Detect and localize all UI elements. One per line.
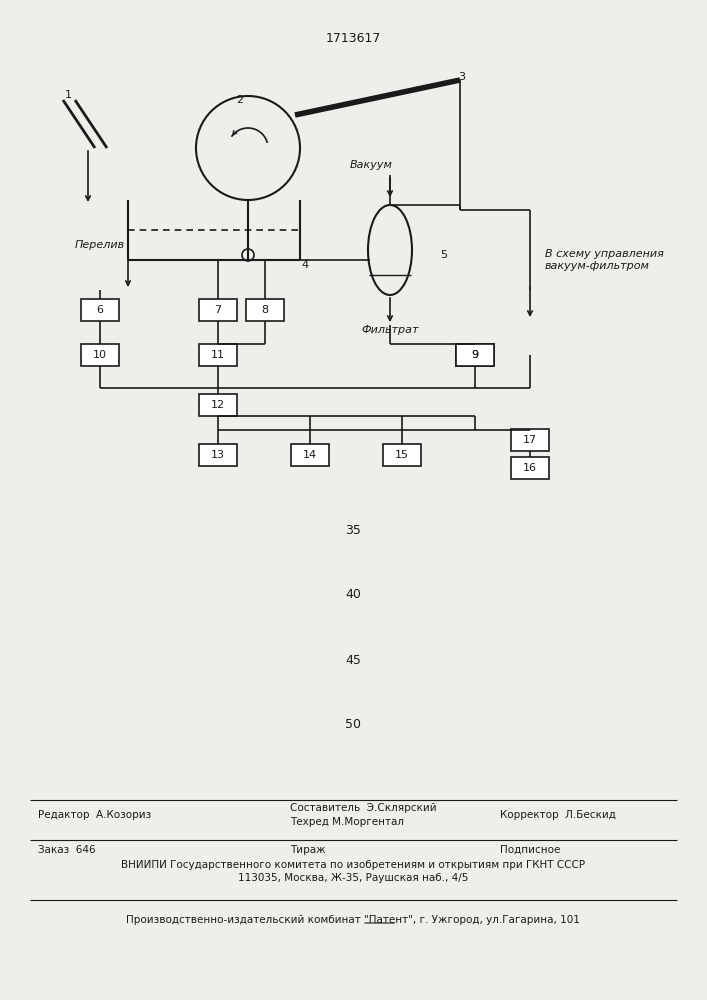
Text: 3: 3 [458,72,465,82]
Text: 16: 16 [523,463,537,473]
Text: Вакуум: Вакуум [350,160,393,170]
Text: Перелив: Перелив [75,240,125,250]
FancyBboxPatch shape [291,444,329,466]
FancyBboxPatch shape [199,344,237,366]
Text: Тираж: Тираж [290,845,326,855]
Text: Заказ  646: Заказ 646 [38,845,95,855]
Text: 7: 7 [214,305,221,315]
Text: 113035, Москва, Ж-35, Раушская наб., 4/5: 113035, Москва, Ж-35, Раушская наб., 4/5 [238,873,468,883]
Text: 9: 9 [472,350,479,360]
Text: 35: 35 [345,524,361,536]
Text: 2: 2 [236,95,244,105]
Text: 50: 50 [345,718,361,732]
Text: 45: 45 [345,654,361,666]
FancyBboxPatch shape [81,344,119,366]
FancyBboxPatch shape [199,299,237,321]
Text: Производственно-издательский комбинат "Патент", г. Ужгород, ул.Гагарина, 101: Производственно-издательский комбинат "П… [126,915,580,925]
FancyBboxPatch shape [199,394,237,416]
Text: Техред М.Моргентал: Техред М.Моргентал [290,817,404,827]
Text: 14: 14 [303,450,317,460]
Text: 15: 15 [395,450,409,460]
FancyBboxPatch shape [511,429,549,451]
FancyBboxPatch shape [456,344,494,366]
Text: 6: 6 [96,305,103,315]
Text: 8: 8 [262,305,269,315]
Text: Фильтрат: Фильтрат [361,325,419,335]
Text: 9: 9 [472,350,479,360]
Text: Составитель  Э.Склярский: Составитель Э.Склярский [290,803,437,813]
Text: ВНИИПИ Государственного комитета по изобретениям и открытиям при ГКНТ СССР: ВНИИПИ Государственного комитета по изоб… [121,860,585,870]
Text: 10: 10 [93,350,107,360]
FancyBboxPatch shape [456,344,494,366]
Text: 1: 1 [64,90,71,100]
Text: 40: 40 [345,588,361,601]
Text: В схему управления
вакуум-фильтром: В схему управления вакуум-фильтром [545,249,664,271]
FancyBboxPatch shape [81,299,119,321]
Text: 13: 13 [211,450,225,460]
Text: 12: 12 [211,400,225,410]
Text: 4: 4 [301,260,308,270]
FancyBboxPatch shape [246,299,284,321]
Text: 11: 11 [211,350,225,360]
FancyBboxPatch shape [511,457,549,479]
Text: 5: 5 [440,250,447,260]
Text: 1713617: 1713617 [325,31,380,44]
FancyBboxPatch shape [199,444,237,466]
Text: Подписное: Подписное [500,845,561,855]
Text: Корректор  Л.Бескид: Корректор Л.Бескид [500,810,616,820]
FancyBboxPatch shape [383,444,421,466]
Text: Редактор  А.Козориз: Редактор А.Козориз [38,810,151,820]
Text: 17: 17 [523,435,537,445]
